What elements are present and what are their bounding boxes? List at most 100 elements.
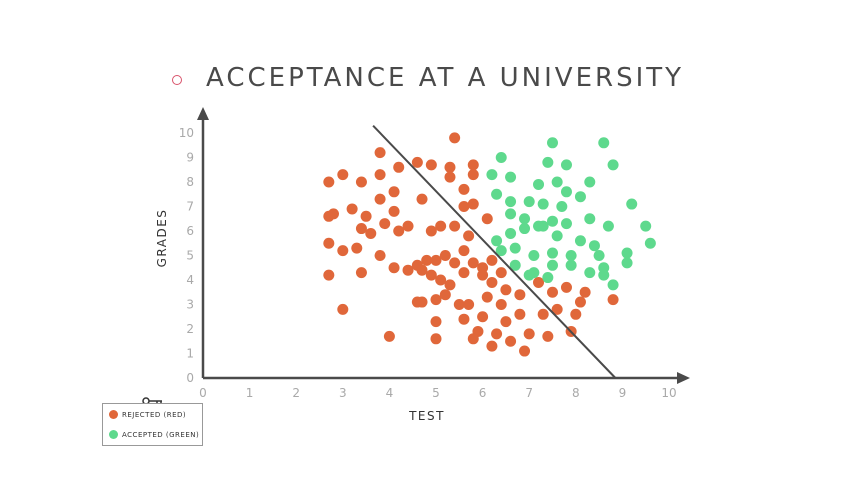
rejected-point <box>463 299 475 310</box>
accepted-point <box>621 247 633 259</box>
y-tick-label: 4 <box>186 273 194 287</box>
accepted-point <box>491 235 503 247</box>
rejected-point <box>383 330 395 342</box>
rejected-point <box>458 267 470 279</box>
accepted-point <box>584 267 596 279</box>
y-tick-label: 2 <box>186 322 194 336</box>
rejected-point <box>574 296 586 308</box>
accepted-point <box>607 279 619 291</box>
rejected-point <box>388 205 400 217</box>
rejected-point <box>374 193 386 205</box>
rejected-point <box>467 169 479 181</box>
rejected-point <box>570 308 582 320</box>
rejected-point <box>323 176 335 188</box>
rejected-point <box>388 186 400 198</box>
accepted-point <box>486 169 498 181</box>
accepted-point <box>551 230 563 242</box>
accepted-point <box>537 220 549 232</box>
accepted-point <box>509 242 521 254</box>
accepted-point <box>519 223 531 235</box>
accepted-point <box>528 250 540 261</box>
rejected-point <box>477 269 489 281</box>
rejected-point <box>560 281 572 293</box>
rejected-point <box>551 303 563 315</box>
data-points <box>323 132 656 357</box>
rejected-point <box>486 340 498 352</box>
accepted-point <box>598 137 610 149</box>
bullet-icon <box>172 75 182 85</box>
x-tick-label: 8 <box>572 386 580 400</box>
y-tick-label: 10 <box>179 126 194 140</box>
rejected-point <box>411 156 423 168</box>
rejected-point <box>607 294 619 306</box>
x-axis-label: TEST <box>408 409 445 423</box>
rejected-point <box>435 274 447 286</box>
rejected-point <box>430 333 442 345</box>
legend: REJECTED (RED) ACCEPTED (GREEN) <box>102 403 203 446</box>
accepted-point <box>560 159 572 171</box>
y-tick-label: 3 <box>186 298 194 312</box>
rejected-point <box>337 245 349 257</box>
accepted-point <box>644 237 656 249</box>
x-axis-arrow-icon <box>677 372 690 384</box>
rejected-point <box>337 169 349 181</box>
rejected-point <box>365 227 377 239</box>
rejected-point <box>491 328 503 340</box>
accepted-point <box>565 259 577 271</box>
rejected-point <box>542 330 554 342</box>
rejected-point <box>495 299 507 310</box>
rejected-point <box>355 267 367 279</box>
legend-label-accepted: ACCEPTED (GREEN) <box>122 430 200 439</box>
rejected-point <box>458 183 470 195</box>
accepted-point <box>547 259 558 271</box>
rejected-point <box>337 303 349 315</box>
rejected-point <box>439 289 451 301</box>
rejected-point <box>467 333 479 345</box>
rejected-point <box>425 159 437 171</box>
accepted-point <box>495 152 507 163</box>
rejected-point <box>533 276 545 288</box>
y-tick-label: 0 <box>186 371 194 385</box>
x-tick-label: 9 <box>619 386 627 400</box>
accepted-point <box>584 176 596 188</box>
legend-label-rejected: REJECTED (RED) <box>122 410 187 419</box>
rejected-point <box>444 279 456 291</box>
accepted-point <box>565 250 577 261</box>
accepted-point <box>598 269 610 281</box>
rejected-point <box>411 296 423 308</box>
accepted-point <box>537 198 549 210</box>
accepted-point <box>491 188 503 200</box>
rejected-point <box>425 269 437 281</box>
rejected-point <box>579 286 591 298</box>
rejected-point <box>355 176 367 188</box>
rejected-point <box>467 159 479 171</box>
y-tick-label: 5 <box>186 249 194 263</box>
rejected-point <box>523 328 535 340</box>
rejected-point <box>486 276 498 288</box>
accepted-point <box>509 259 521 271</box>
rejected-point <box>323 237 335 249</box>
accepted-point <box>523 196 535 208</box>
y-tick-labels: 0 1 2 3 4 5 6 7 8 9 10 <box>179 126 194 385</box>
rejected-point <box>467 257 479 269</box>
accepted-point <box>505 227 517 239</box>
y-tick-label: 1 <box>186 347 194 361</box>
accepted-point <box>523 269 535 281</box>
x-tick-label: 3 <box>339 386 347 400</box>
rejected-point <box>416 264 428 276</box>
rejected-point <box>458 313 470 325</box>
rejected-point <box>402 264 414 276</box>
rejected-point <box>500 284 512 296</box>
accepted-point <box>626 198 638 210</box>
rejected-point <box>444 161 456 173</box>
accepted-point <box>574 235 586 247</box>
rejected-point <box>481 213 493 225</box>
slide-title: ACCEPTANCE AT A UNIVERSITY <box>206 63 685 93</box>
rejected-point <box>346 203 358 215</box>
rejected-point <box>374 169 386 181</box>
rejected-point <box>374 250 386 261</box>
accepted-point <box>551 176 563 188</box>
accepted-point <box>542 272 554 284</box>
rejected-point <box>323 269 335 281</box>
